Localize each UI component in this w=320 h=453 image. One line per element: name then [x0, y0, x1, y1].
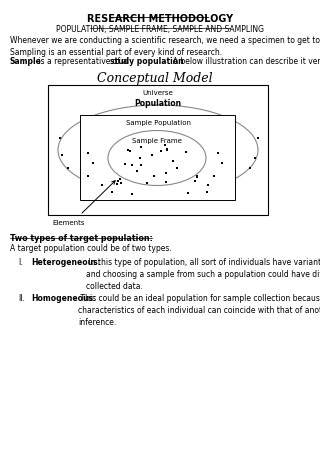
Text: Sample: Sample [10, 57, 42, 66]
Bar [48, 85, 268, 215]
Text: Homogeneous:: Homogeneous: [31, 294, 96, 303]
Text: Universe: Universe [143, 90, 173, 96]
Text: is a representative of a: is a representative of a [36, 57, 130, 66]
Text: Two types of target population:: Two types of target population: [10, 234, 153, 243]
Text: II.: II. [18, 294, 25, 303]
Text: study population: study population [110, 57, 184, 66]
Text: Whenever we are conducting a scientific research, we need a specimen to get to k: Whenever we are conducting a scientific … [10, 36, 320, 57]
Text: Sample Population: Sample Population [125, 120, 190, 126]
Text: In this type of population, all sort of individuals have variant characteristics: In this type of population, all sort of … [86, 258, 320, 291]
Text: Conceptual Model: Conceptual Model [97, 72, 213, 85]
Text: Elements: Elements [52, 220, 84, 226]
Text: Sample Frame: Sample Frame [132, 138, 182, 144]
Text: A target population could be of two types.: A target population could be of two type… [10, 244, 172, 253]
Text: Population: Population [134, 99, 181, 108]
Text: POPULATION, SAMPLE FRAME, SAMPLE AND SAMPLING: POPULATION, SAMPLE FRAME, SAMPLE AND SAM… [56, 25, 264, 34]
Text: This could be an ideal population for sample collection because
characteristics : This could be an ideal population for sa… [78, 294, 320, 327]
Text: RESEARCH METHODOLOGY: RESEARCH METHODOLOGY [87, 14, 233, 24]
Text: I.: I. [18, 258, 23, 267]
Text: . A below illustration can describe it very well:: . A below illustration can describe it v… [168, 57, 320, 66]
Bar [80, 115, 235, 200]
Text: Heterogeneous:: Heterogeneous: [31, 258, 101, 267]
